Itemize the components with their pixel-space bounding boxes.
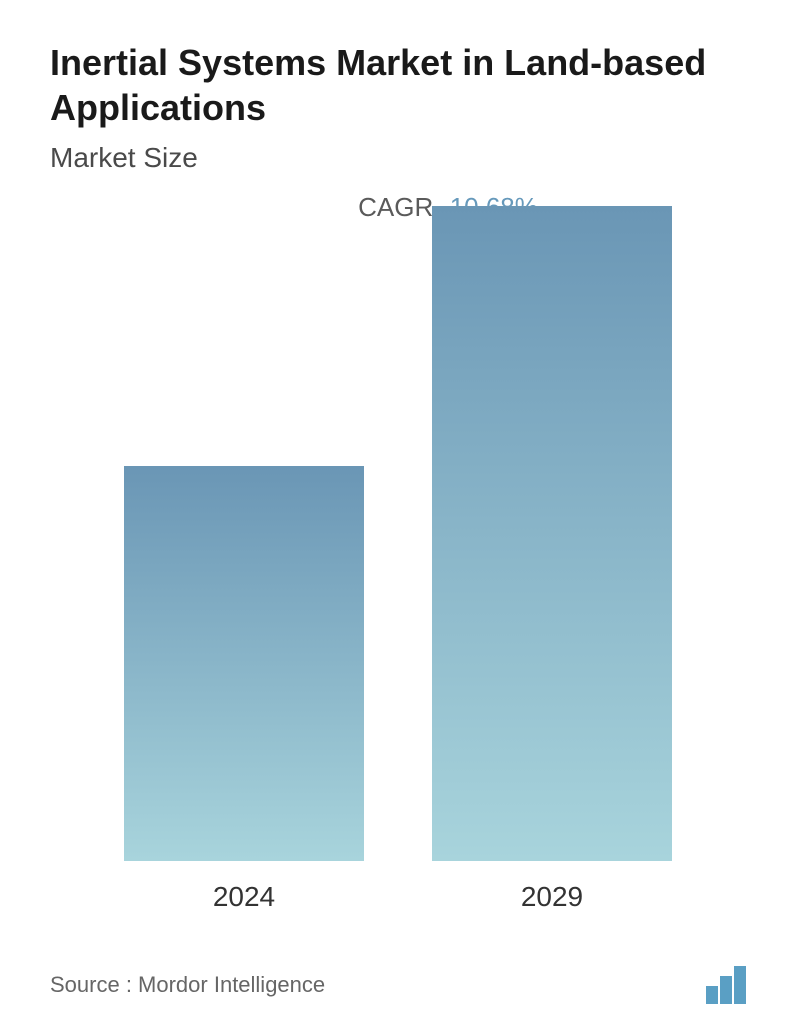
logo-bar-icon <box>734 966 746 1004</box>
chart-subtitle: Market Size <box>50 142 746 174</box>
bar-group-2024: 2024 <box>124 466 364 913</box>
bar-2029 <box>432 206 672 861</box>
chart-area: 2024 2029 <box>50 253 746 913</box>
logo-bar-icon <box>720 976 732 1004</box>
chart-title: Inertial Systems Market in Land-based Ap… <box>50 40 746 130</box>
logo-bar-icon <box>706 986 718 1004</box>
bar-group-2029: 2029 <box>432 206 672 913</box>
logo <box>706 966 746 1004</box>
x-label-2024: 2024 <box>213 881 275 913</box>
x-label-2029: 2029 <box>521 881 583 913</box>
cagr-label: CAGR <box>358 192 433 222</box>
source-text: Source : Mordor Intelligence <box>50 972 325 998</box>
bar-2024 <box>124 466 364 861</box>
footer: Source : Mordor Intelligence <box>50 966 746 1004</box>
